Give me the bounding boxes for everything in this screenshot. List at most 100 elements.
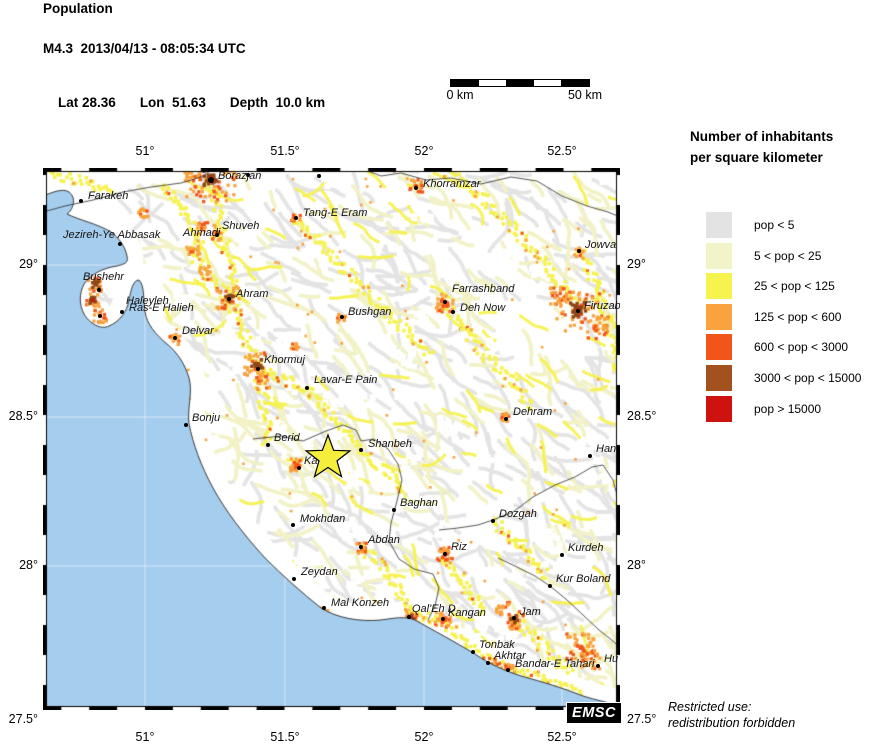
footnote: Restricted use: redistribution forbidden — [668, 699, 795, 731]
town-dot — [293, 215, 299, 221]
town-label: Ahmadi — [183, 227, 221, 239]
town-dot — [321, 605, 327, 611]
population-map-canvas — [43, 168, 620, 710]
town-dot — [290, 522, 296, 528]
scale-bar-segment — [533, 80, 562, 86]
town-dot — [96, 287, 102, 293]
town-label: Tonbak — [479, 639, 515, 651]
town-label: Shuveh — [222, 220, 260, 232]
town-label: Lavar-E Pain — [314, 374, 378, 386]
axis-label: 29° — [627, 257, 646, 271]
town-dot — [470, 649, 476, 655]
town-dot — [505, 667, 511, 673]
axis-label: 52.5° — [547, 730, 577, 744]
town-dot — [587, 453, 593, 459]
town-dot — [214, 232, 220, 238]
legend-item: pop < 5 — [690, 212, 872, 238]
town-label: Farrashband — [452, 283, 515, 295]
legend-item-label: 25 < pop < 125 — [754, 279, 835, 294]
axis-label: 52° — [414, 730, 434, 744]
town-label: Mokhdan — [300, 513, 346, 525]
town-label: Dozgah — [499, 508, 537, 520]
town-label: Farakeh — [88, 190, 129, 202]
town-label: Haleyleh — [126, 295, 169, 307]
town-dot — [245, 172, 251, 178]
scale-bar-end-label: 50 km — [567, 88, 603, 102]
town-label: Riz — [451, 541, 467, 553]
event-latitude: Lat 28.36 — [58, 95, 116, 110]
axis-label: 28° — [19, 558, 38, 572]
town-label: Jam — [520, 606, 541, 618]
axis-label: 51° — [135, 144, 155, 158]
legend-swatch — [706, 395, 732, 422]
axis-label: 52° — [414, 144, 434, 158]
legend-item-label: 125 < pop < 600 — [754, 309, 842, 324]
town-dot — [97, 313, 103, 319]
legend-title-line1: Number of inhabitants — [690, 129, 834, 144]
town-dot — [296, 465, 302, 471]
town-label: Bandar-E Tahari — [515, 658, 595, 670]
town-dot — [413, 185, 419, 191]
town-label: Hu — [604, 653, 619, 665]
town-label: Qal'Eh D — [412, 603, 456, 615]
legend-item-label: 5 < pop < 25 — [754, 248, 822, 263]
legend-item-label: 3000 < pop < 15000 — [754, 370, 862, 385]
town-label: Abdan — [368, 534, 400, 546]
town-dot — [291, 576, 297, 582]
town-dot — [265, 442, 271, 448]
town-label: Khorramzar — [423, 178, 481, 190]
epicenter-star-icon — [304, 433, 352, 479]
town-label: Berid — [274, 432, 300, 444]
town-dot — [576, 248, 582, 254]
town-label: Borazjan — [218, 170, 262, 182]
legend-item-label: pop < 5 — [754, 218, 795, 232]
scale-bar — [450, 79, 590, 87]
legend-swatch — [706, 334, 732, 361]
town-label: Ahram — [236, 288, 269, 300]
town-label: Kur Boland — [556, 573, 611, 585]
axis-label: 28.5° — [627, 409, 657, 423]
town-dot — [339, 314, 345, 320]
town-dot — [559, 552, 565, 558]
town-dot — [503, 416, 509, 422]
legend-item-label: 600 < pop < 3000 — [754, 340, 849, 355]
town-label: Khormuj — [264, 354, 305, 366]
town-label: Tang-E Eram — [303, 207, 368, 219]
town-dot — [511, 615, 517, 621]
event-coordinates: Lat 28.36 Lon 51.63 Depth 10.0 km — [43, 80, 349, 125]
legend-swatch — [706, 242, 732, 269]
axis-label: 27.5° — [627, 712, 657, 726]
town-label: Dehram — [513, 406, 553, 418]
town-label: Han — [596, 443, 617, 455]
town-label: Jezireh-Ye Abbasak — [63, 229, 161, 241]
page-title: Population — [43, 1, 113, 16]
town-label: Jowva — [585, 239, 617, 251]
scale-bar-segment — [506, 80, 534, 86]
axis-label: 52.5° — [547, 144, 577, 158]
town-dot — [226, 296, 232, 302]
legend-swatch — [706, 364, 732, 391]
town-dot — [485, 660, 491, 666]
town-label: Bushgan — [348, 306, 392, 318]
legend-item: 25 < pop < 125 — [690, 273, 872, 300]
town-label: Bushehr — [83, 271, 124, 283]
legend-title-line2: per square kilometer — [690, 150, 823, 165]
scale-bar-segment — [451, 80, 479, 86]
town-dot — [442, 299, 448, 305]
town-label: Bonju — [192, 412, 221, 424]
axis-label: 28.5° — [8, 409, 38, 423]
town-dot — [183, 422, 189, 428]
emsc-logo: EMSC — [566, 702, 622, 724]
legend-item-label: pop > 15000 — [754, 401, 822, 416]
town-label: Akhtar — [494, 650, 526, 662]
event-magnitude-datetime: M4.3 2013/04/13 - 08:05:34 UTC — [43, 41, 246, 56]
town-label: Deh Now — [460, 302, 506, 314]
axis-label: 28° — [627, 558, 646, 572]
town-dot — [595, 663, 601, 669]
town-dot — [304, 385, 310, 391]
town-label: Mal Konzeh — [331, 597, 390, 609]
axis-label: 27.5° — [8, 712, 38, 726]
legend-items: pop < 5 5 < pop < 25 25 < pop < 125 125 … — [690, 212, 872, 422]
legend-swatch — [706, 212, 732, 238]
axis-label: 51.5° — [270, 730, 300, 744]
